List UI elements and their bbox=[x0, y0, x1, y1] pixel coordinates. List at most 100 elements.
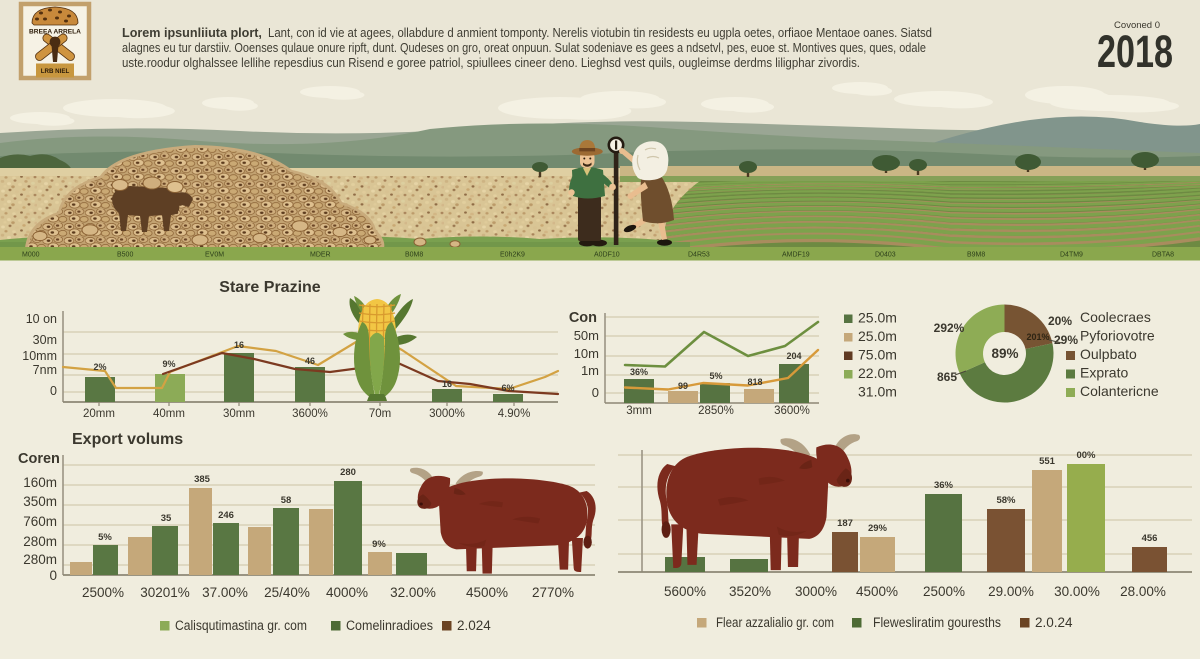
svg-text:Pyforiovotre: Pyforiovotre bbox=[1080, 328, 1155, 344]
svg-text:280m: 280m bbox=[23, 534, 57, 549]
svg-text:EV0M: EV0M bbox=[205, 252, 224, 259]
svg-text:37.00%: 37.00% bbox=[202, 585, 248, 600]
svg-text:30201%: 30201% bbox=[140, 585, 190, 600]
svg-text:3600%: 3600% bbox=[292, 408, 328, 420]
svg-text:Con: Con bbox=[569, 310, 597, 326]
svg-text:70m: 70m bbox=[369, 408, 391, 420]
svg-text:30.00%: 30.00% bbox=[1054, 584, 1100, 599]
svg-text:50m: 50m bbox=[574, 328, 599, 343]
svg-text:Calisqutimastina gr. com: Calisqutimastina gr. com bbox=[175, 618, 307, 633]
svg-text:292%: 292% bbox=[934, 321, 965, 335]
svg-text:Lorem ipsunliiuta plort,: Lorem ipsunliiuta plort, bbox=[122, 26, 262, 40]
svg-text:Flear azzalialio gr. com: Flear azzalialio gr. com bbox=[716, 615, 834, 630]
svg-text:DBTA8: DBTA8 bbox=[1152, 252, 1174, 259]
svg-text:Oulpbato: Oulpbato bbox=[1080, 346, 1137, 362]
svg-text:1m: 1m bbox=[581, 363, 599, 378]
svg-text:32.00%: 32.00% bbox=[390, 585, 436, 600]
svg-text:2.0.24: 2.0.24 bbox=[1035, 615, 1073, 630]
svg-text:10mm: 10mm bbox=[22, 349, 57, 363]
svg-text:7nm: 7nm bbox=[33, 363, 57, 377]
svg-text:Lant, con id vie at agees, oll: Lant, con id vie at agees, ollabdure d a… bbox=[268, 26, 932, 40]
svg-text:Exprato: Exprato bbox=[1080, 365, 1128, 381]
svg-text:3520%: 3520% bbox=[729, 584, 771, 599]
svg-text:LRB NIEL: LRB NIEL bbox=[41, 68, 70, 75]
svg-text:0: 0 bbox=[49, 568, 57, 583]
svg-text:456: 456 bbox=[1142, 533, 1158, 544]
svg-text:Coolecraes: Coolecraes bbox=[1080, 309, 1151, 325]
svg-text:10 on: 10 on bbox=[26, 312, 57, 326]
svg-text:MDER: MDER bbox=[310, 252, 331, 259]
svg-text:3000%: 3000% bbox=[795, 584, 837, 599]
svg-text:B500: B500 bbox=[117, 252, 133, 259]
svg-text:160m: 160m bbox=[23, 475, 57, 490]
svg-text:3000%: 3000% bbox=[429, 408, 465, 420]
svg-text:16: 16 bbox=[234, 340, 244, 350]
svg-text:25.0m: 25.0m bbox=[858, 310, 897, 326]
svg-text:Export volums: Export volums bbox=[72, 431, 183, 448]
svg-text:B0M8: B0M8 bbox=[405, 252, 423, 259]
svg-text:818: 818 bbox=[747, 377, 762, 387]
svg-text:M000: M000 bbox=[22, 252, 40, 259]
svg-text:29.00%: 29.00% bbox=[988, 584, 1034, 599]
svg-text:865: 865 bbox=[937, 370, 957, 384]
svg-text:20mm: 20mm bbox=[83, 408, 115, 420]
svg-text:5%: 5% bbox=[98, 532, 112, 543]
svg-text:46: 46 bbox=[305, 356, 315, 366]
svg-text:2770%: 2770% bbox=[532, 585, 574, 600]
svg-text:75.0m: 75.0m bbox=[858, 347, 897, 363]
svg-text:Coren: Coren bbox=[18, 451, 60, 467]
svg-text:10m: 10m bbox=[574, 346, 599, 361]
svg-text:2500%: 2500% bbox=[82, 585, 124, 600]
svg-text:89%: 89% bbox=[991, 346, 1018, 361]
svg-text:D4R53: D4R53 bbox=[688, 252, 710, 259]
svg-text:alagnes eu tur darstiiv. Ooens: alagnes eu tur darstiiv. Ooenses qulaue … bbox=[122, 41, 926, 55]
svg-text:2018: 2018 bbox=[1097, 26, 1173, 77]
svg-text:Comelinradioes: Comelinradioes bbox=[346, 618, 433, 633]
svg-text:4000%: 4000% bbox=[326, 585, 368, 600]
svg-text:Colantericne: Colantericne bbox=[1080, 383, 1159, 399]
svg-text:9%: 9% bbox=[162, 359, 175, 369]
svg-text:Covoned 0: Covoned 0 bbox=[1114, 20, 1160, 31]
svg-text:4500%: 4500% bbox=[466, 585, 508, 600]
svg-text:E0h2K9: E0h2K9 bbox=[500, 252, 525, 259]
svg-text:4.90%: 4.90% bbox=[498, 408, 531, 420]
svg-text:3600%: 3600% bbox=[774, 405, 810, 417]
svg-text:B9M8: B9M8 bbox=[967, 252, 985, 259]
svg-text:29%: 29% bbox=[868, 523, 888, 534]
svg-text:25.0m: 25.0m bbox=[858, 328, 897, 344]
svg-text:5600%: 5600% bbox=[664, 584, 706, 599]
svg-text:280m: 280m bbox=[23, 552, 57, 567]
svg-text:30mm: 30mm bbox=[223, 408, 255, 420]
svg-text:D0403: D0403 bbox=[875, 252, 896, 259]
svg-text:246: 246 bbox=[218, 510, 234, 521]
svg-text:187: 187 bbox=[837, 518, 853, 529]
svg-text:9%: 9% bbox=[372, 539, 386, 550]
svg-text:0: 0 bbox=[50, 384, 57, 398]
svg-text:4500%: 4500% bbox=[856, 584, 898, 599]
svg-text:2500%: 2500% bbox=[923, 584, 965, 599]
svg-text:350m: 350m bbox=[23, 494, 57, 509]
svg-text:BREEA ARRELA: BREEA ARRELA bbox=[29, 29, 81, 36]
svg-text:Stare Prazine: Stare Prazine bbox=[219, 279, 320, 296]
svg-text:A0DF10: A0DF10 bbox=[594, 252, 620, 259]
svg-text:6%: 6% bbox=[501, 383, 514, 393]
svg-text:0: 0 bbox=[592, 385, 599, 400]
svg-text:uste.roodur olghalssee lellihe: uste.roodur olghalssee lellihe repesdius… bbox=[122, 56, 860, 70]
svg-text:31.0m: 31.0m bbox=[858, 384, 897, 400]
svg-text:2850%: 2850% bbox=[698, 405, 734, 417]
svg-text:2%: 2% bbox=[93, 362, 106, 372]
svg-text:5%: 5% bbox=[709, 371, 722, 381]
svg-text:35: 35 bbox=[161, 513, 172, 524]
svg-text:40mm: 40mm bbox=[153, 408, 185, 420]
svg-text:22.0m: 22.0m bbox=[858, 365, 897, 381]
svg-text:58: 58 bbox=[281, 495, 292, 506]
svg-text:Flewesliratim gouresths: Flewesliratim gouresths bbox=[873, 615, 1001, 630]
svg-text:25/40%: 25/40% bbox=[264, 585, 310, 600]
svg-text:00%: 00% bbox=[1076, 450, 1096, 461]
svg-text:385: 385 bbox=[194, 474, 211, 485]
svg-text:2.024: 2.024 bbox=[457, 618, 491, 633]
svg-text:3mm: 3mm bbox=[626, 405, 652, 417]
svg-text:20%: 20% bbox=[1048, 314, 1072, 328]
svg-text:760m: 760m bbox=[23, 514, 57, 529]
svg-text:29%: 29% bbox=[1054, 333, 1078, 347]
